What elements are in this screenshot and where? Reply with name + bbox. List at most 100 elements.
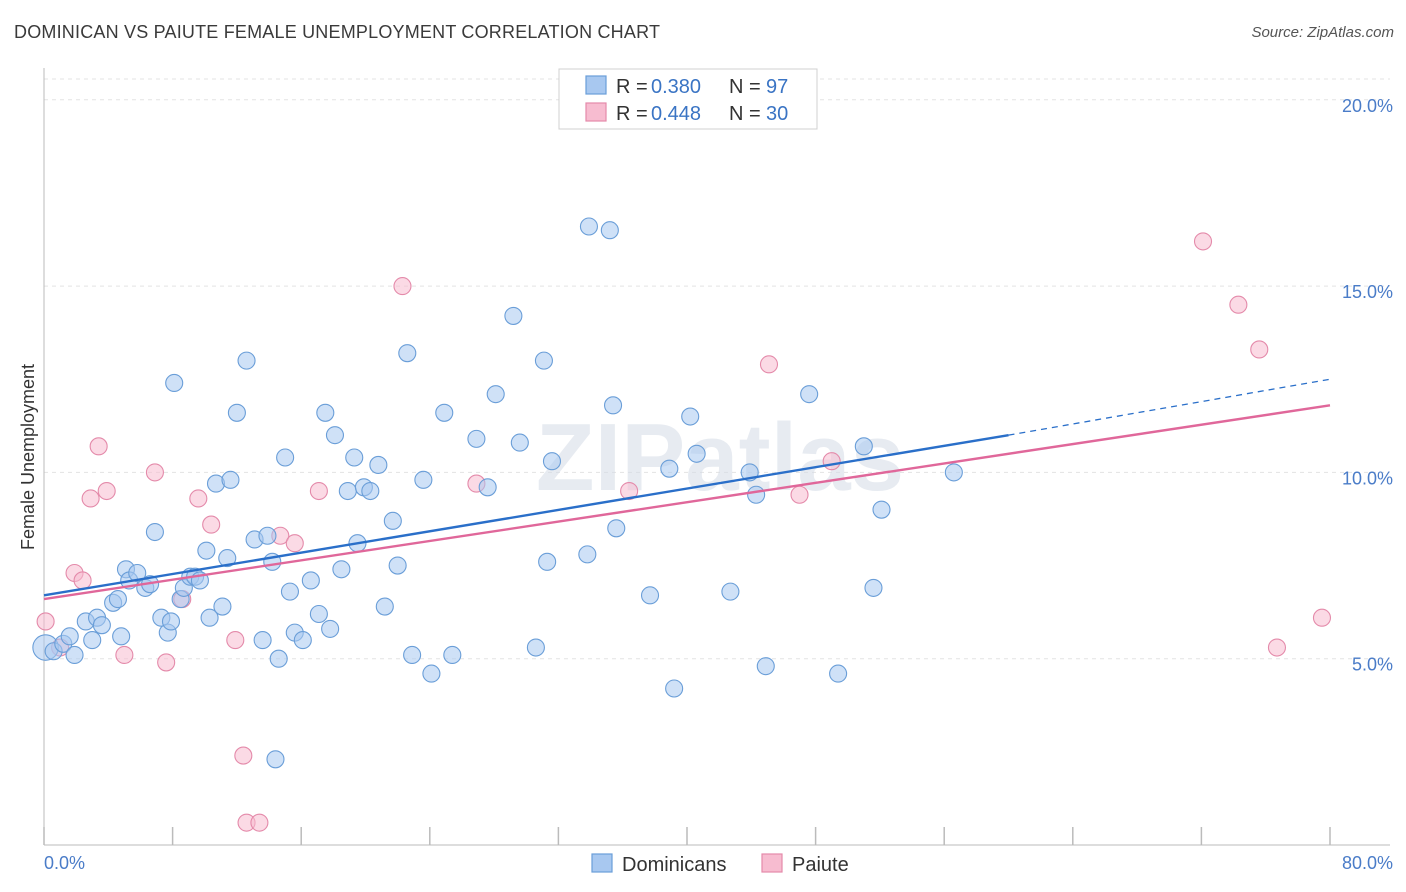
dominican-point [65, 645, 84, 665]
dominican-point [526, 638, 545, 657]
axes [43, 68, 1390, 846]
dominican-point [165, 373, 184, 393]
dominican-point [309, 604, 328, 624]
paiute-point [1267, 638, 1287, 657]
paiute-point [202, 515, 221, 534]
dominican-point [345, 448, 364, 467]
paiute-point [115, 645, 134, 665]
paiute-point [1250, 340, 1269, 359]
paiute-point [226, 631, 245, 650]
dominican-point [218, 549, 237, 568]
dominican-point [478, 478, 497, 497]
legend-n-value-1: 97 [766, 76, 788, 98]
dominican-point [321, 619, 340, 638]
dominican-point [578, 545, 597, 564]
bottom-legend-swatch-dominicans [591, 853, 613, 873]
data-points [32, 217, 1332, 832]
dominican-point [227, 403, 246, 422]
dominican-point [510, 433, 529, 452]
dominican-point [403, 645, 422, 665]
paiute-point [1229, 295, 1248, 314]
bottom-legend-label-paiute: Paiute [792, 854, 849, 876]
dominicans-trend-line [43, 433, 1009, 597]
dominican-point [435, 403, 454, 422]
paiute-point [145, 463, 164, 482]
legend-n-label-1: N = [729, 76, 761, 98]
dominican-point [756, 657, 775, 676]
y-axis-label: Female Unemployment [18, 364, 38, 550]
y-tick-label: 10.0% [1342, 468, 1393, 488]
legend-r-value-1: 0.380 [651, 76, 701, 98]
dominican-point [687, 444, 706, 463]
dominican-point [375, 597, 394, 616]
paiute-point [393, 277, 412, 296]
dominican-point [128, 563, 147, 583]
legend-r-label-1: R = [616, 76, 648, 98]
paiute-point [1193, 232, 1213, 251]
dominican-point [443, 645, 462, 665]
dominican-point [338, 481, 357, 501]
dominican-point [60, 627, 79, 646]
bottom-legend: Dominicans Paiute [591, 853, 849, 876]
dominican-point [721, 582, 740, 601]
x-tick-label: 80.0% [1342, 853, 1393, 873]
dominican-point [538, 552, 557, 571]
dominican-point [872, 500, 891, 519]
dominican-point [369, 455, 388, 475]
dominican-point [604, 396, 623, 415]
x-tick-label: 0.0% [44, 853, 85, 873]
paiute-point [1312, 608, 1332, 627]
paiute-point [790, 485, 809, 504]
legend-n-value-2: 30 [766, 103, 788, 125]
dominican-point [221, 470, 240, 489]
legend-r-label-2: R = [616, 103, 648, 125]
paiute-point [620, 481, 639, 501]
dominican-point [108, 590, 127, 609]
paiute-point [73, 571, 92, 590]
paiute-point [157, 653, 176, 672]
legend-r-value-2: 0.448 [651, 103, 701, 125]
paiute-point [822, 452, 841, 471]
paiute-point [250, 813, 269, 832]
dominican-point [200, 608, 219, 627]
dominican-point [316, 403, 335, 422]
paiute-point [234, 746, 253, 765]
legend-swatch-paiute [585, 102, 607, 122]
chart-source: Source: ZipAtlas.com [1251, 24, 1394, 41]
dominican-point [600, 221, 619, 240]
legend: R = 0.380 N = 97 R = 0.448 N = 30 [558, 68, 818, 130]
dominican-point [293, 631, 312, 650]
dominican-point [681, 407, 700, 426]
paiute-point [285, 534, 304, 553]
paiute-point [36, 612, 55, 631]
dominican-point [864, 578, 883, 597]
paiute-trend-line [43, 404, 1331, 601]
legend-swatch-dominicans [585, 75, 607, 95]
dominican-point [301, 571, 320, 590]
dominican-point [747, 485, 766, 504]
tick-labels: 5.0% 10.0% 15.0% 20.0% 0.0% 80.0% [44, 96, 1393, 873]
dominican-point [213, 597, 232, 616]
dominican-point [253, 631, 272, 650]
trend-lines [43, 378, 1331, 601]
dominican-point [414, 470, 433, 489]
dominican-point [944, 463, 963, 482]
dominican-point [534, 351, 553, 370]
dominican-point [197, 541, 216, 560]
dominican-point [276, 448, 295, 467]
dominican-point [388, 556, 407, 575]
dominican-point [504, 306, 523, 325]
watermark: ZIPatlas [536, 404, 904, 511]
y-tick-label: 5.0% [1352, 655, 1393, 675]
paiute-point [759, 355, 779, 374]
dominican-point [829, 664, 848, 683]
dominican-point [258, 526, 277, 545]
dominican-point [145, 522, 164, 542]
dominican-point [640, 586, 660, 605]
paiute-point [309, 481, 328, 501]
dominican-point [800, 385, 819, 404]
dominican-point [266, 750, 285, 769]
dominican-point [361, 481, 380, 501]
dominican-point [579, 217, 598, 236]
y-tick-label: 15.0% [1342, 282, 1393, 302]
